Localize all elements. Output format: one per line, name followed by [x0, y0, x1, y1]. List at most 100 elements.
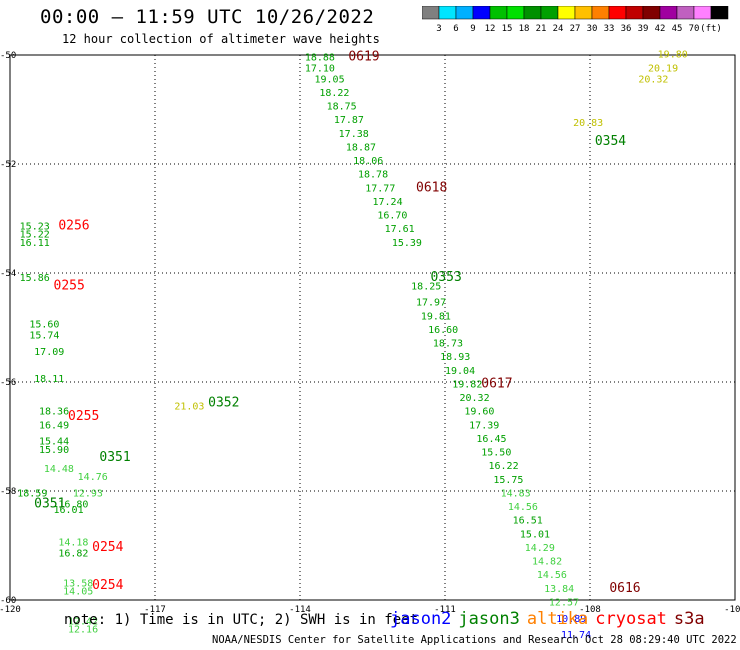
lon-tick-label: -120 [0, 605, 21, 615]
pass-time-label: 0616 [609, 581, 640, 596]
wave-height-label: 15.75 [493, 475, 523, 486]
wave-height-label: 18.36 [39, 407, 69, 418]
map-frame [9, 54, 736, 601]
wave-height-label: 19.80 [658, 50, 688, 61]
wave-height-label: 18.06 [353, 156, 383, 167]
wave-height-label: 16.60 [428, 325, 458, 336]
pass-time-label: 0354 [595, 134, 626, 149]
footer-credit: NOAA/NESDIS Center for Satellite Applica… [212, 634, 737, 646]
wave-height-label: 18.22 [319, 88, 349, 99]
pass-time-label: 0256 [58, 218, 89, 233]
wave-height-label: 15.50 [481, 448, 511, 459]
wave-height-label: 17.24 [373, 197, 403, 208]
wave-height-label: 18.59 [17, 488, 47, 499]
wave-height-label: 15.90 [39, 445, 69, 456]
wave-height-label: 18.73 [433, 339, 463, 350]
lat-tick-label: -50 [0, 51, 16, 61]
footer-note: note: 1) Time is in UTC; 2) SWH is in fe… [64, 612, 419, 628]
satellite-legend: jason2 jason3 altika cryosat s3a [390, 609, 712, 629]
lon-tick-label: -117 [144, 605, 166, 615]
wave-height-label: 17.39 [469, 420, 499, 431]
pass-time-label: 0351 [34, 496, 65, 511]
colorbar-label: 15 [502, 24, 513, 34]
legend-jason3: jason3 [458, 609, 520, 629]
lon-tick-label: -114 [289, 605, 311, 615]
wave-height-label: 14.82 [532, 557, 562, 568]
wave-height-label: 14.56 [508, 502, 538, 513]
pass-time-label: 0352 [208, 396, 239, 411]
wave-height-label: 12.57 [549, 597, 579, 608]
wave-height-label: 15.22 [20, 230, 50, 241]
colorbar-label: 33 [604, 24, 615, 34]
wave-height-label: 21.03 [174, 401, 204, 412]
colorbar-label: 12 [485, 24, 496, 34]
pass-time-label: 0617 [481, 376, 512, 391]
lat-tick-label: -52 [0, 160, 16, 170]
wave-height-label: 16.70 [377, 211, 407, 222]
legend-jason2: jason2 [390, 609, 452, 629]
wave-height-label: 17.09 [34, 347, 64, 358]
colorbar-label: 45 [672, 24, 683, 34]
wave-height-label: 19.05 [315, 74, 345, 85]
pass-time-label: 0255 [68, 409, 99, 424]
wave-height-label: 14.05 [63, 587, 93, 598]
pass-time-label: 0255 [54, 278, 85, 293]
map-title: 00:00 – 11:59 UTC 10/26/2022 [40, 6, 375, 28]
wave-height-label: 13.84 [544, 584, 574, 595]
colorbar-label: 42 [655, 24, 666, 34]
wave-height-label: 19.81 [421, 311, 451, 322]
colorbar-label: 18 [519, 24, 530, 34]
lat-tick-label: -56 [0, 378, 16, 388]
wave-height-label: 10.89 [556, 614, 586, 625]
colorbar-label: (ft) [700, 24, 722, 34]
wave-height-label: 20.19 [648, 63, 678, 74]
colorbar-label: 36 [621, 24, 632, 34]
wave-height-label: 16.45 [476, 434, 506, 445]
wave-height-label: 14.83 [501, 488, 531, 499]
lon-tick-label: -108 [579, 605, 601, 615]
wave-height-label: 11.74 [561, 630, 591, 641]
wave-height-label: 12.42 [68, 617, 98, 628]
wave-height-label: 16.82 [58, 548, 88, 559]
wave-height-label: 17.38 [339, 129, 369, 140]
wave-height-label: 15.01 [520, 529, 550, 540]
lon-tick-label: -111 [434, 605, 456, 615]
colorbar-label: 3 [436, 24, 441, 34]
wave-height-label: 18.78 [358, 170, 388, 181]
wave-height-label: 18.75 [327, 102, 357, 113]
wave-height-label: 18.88 [305, 52, 335, 63]
colorbar-label: 21 [536, 24, 547, 34]
wave-height-label: 14.56 [537, 570, 567, 581]
wave-height-label: 15.44 [39, 437, 69, 448]
legend-altika: altika [526, 609, 589, 629]
lat-tick-label: -54 [0, 269, 16, 279]
pass-time-label: 0351 [99, 450, 130, 465]
colorbar-label: 24 [553, 24, 564, 34]
wave-height-label: 16.22 [489, 461, 519, 472]
pass-time-label: 0619 [348, 49, 379, 64]
colorbar-label: 70 [689, 24, 700, 34]
pass-time-label: 0254 [92, 540, 123, 555]
wave-height-label: 14.29 [525, 543, 555, 554]
lat-tick-label: -58 [0, 487, 16, 497]
colorbar-label: 6 [453, 24, 458, 34]
wave-height-label: 18.93 [440, 352, 470, 363]
wave-height-label: 16.49 [39, 420, 69, 431]
wave-height-label: 19.04 [445, 366, 475, 377]
wave-height-label: 12.16 [68, 625, 98, 636]
wave-height-label: 15.74 [29, 330, 59, 341]
wave-height-label: 18.87 [346, 142, 376, 153]
pass-time-label: 0618 [416, 180, 447, 195]
wave-height-label: 16.51 [513, 516, 543, 527]
colorbar-label: 30 [587, 24, 598, 34]
wave-height-label: 16.80 [58, 499, 88, 510]
colorbar-label: 27 [570, 24, 581, 34]
legend-cryosat: cryosat [595, 609, 667, 629]
pass-time-label: 0353 [431, 270, 462, 285]
colorbar-label: 9 [470, 24, 475, 34]
wave-height-label: 17.87 [334, 115, 364, 126]
wave-height-label: 14.18 [58, 538, 88, 549]
colorbar-swatch [710, 6, 729, 20]
wave-height-label: 17.10 [305, 63, 335, 74]
wave-height-label: 15.86 [20, 273, 50, 284]
